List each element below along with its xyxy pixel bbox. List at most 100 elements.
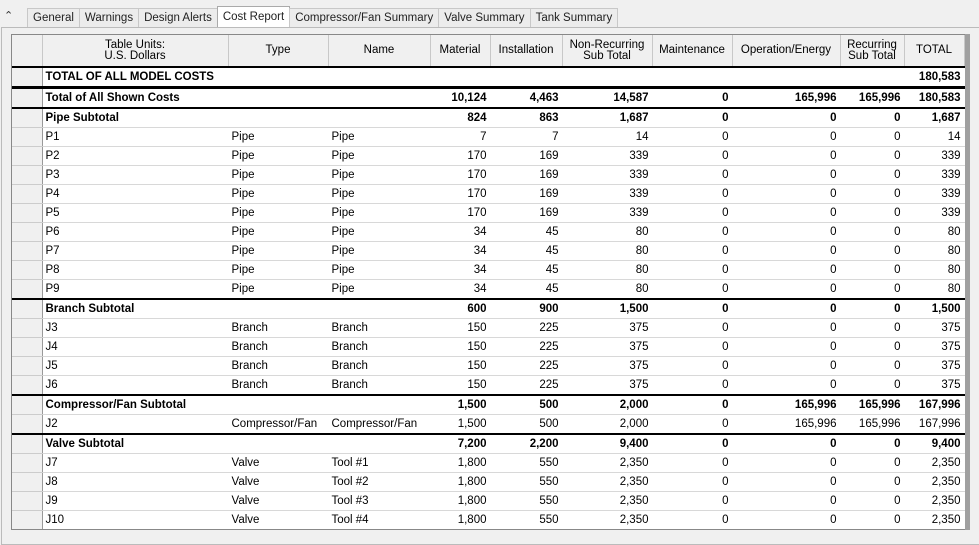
table-row[interactable]: J10 Valve Tool #4 1,800 550 2,350 0 0 0 2,350 [12, 510, 965, 529]
value-cell: 80 [904, 279, 965, 300]
row-header [12, 394, 43, 415]
type-cell [228, 67, 329, 88]
type-cell: Valve [228, 453, 329, 473]
value-cell: 150 [430, 356, 491, 376]
value-cell: 375 [562, 356, 653, 376]
row-header [12, 241, 43, 261]
value-cell: 1,500 [430, 414, 491, 435]
subtotal-row[interactable]: Pipe Subtotal 824 863 1,687 0 0 0 1,687 [12, 107, 965, 128]
tab-general[interactable]: General [27, 8, 80, 28]
value-cell: 0 [840, 472, 905, 492]
table-row[interactable]: J9 Valve Tool #3 1,800 550 2,350 0 0 0 2,350 [12, 491, 965, 511]
type-cell: Valve [228, 491, 329, 511]
table-row[interactable]: J3 Branch Branch 150 225 375 0 0 0 375 [12, 318, 965, 338]
name-cell: Pipe [328, 279, 431, 300]
value-cell: 80 [904, 241, 965, 261]
column-header[interactable]: Name [328, 35, 431, 68]
subtotal-row[interactable]: Branch Subtotal 600 900 1,500 0 0 0 1,500 [12, 298, 965, 319]
column-header[interactable]: Installation [490, 35, 563, 68]
table-row[interactable]: P4 Pipe Pipe 170 169 339 0 0 0 339 [12, 184, 965, 204]
value-cell: 2,200 [490, 433, 563, 454]
row-header [12, 433, 43, 454]
value-cell: 0 [732, 318, 841, 338]
column-header[interactable]: Table Units: U.S. Dollars [42, 35, 229, 68]
table-row[interactable]: P5 Pipe Pipe 170 169 339 0 0 0 339 [12, 203, 965, 223]
row-header [12, 260, 43, 280]
row-header [12, 298, 43, 319]
value-cell: 339 [904, 203, 965, 223]
table-row[interactable]: J4 Branch Branch 150 225 375 0 0 0 375 [12, 337, 965, 357]
name-cell [328, 107, 431, 128]
value-cell: 0 [652, 279, 733, 300]
value-cell: 0 [652, 472, 733, 492]
table-row[interactable]: P7 Pipe Pipe 34 45 80 0 0 0 80 [12, 241, 965, 261]
value-cell: 0 [840, 375, 905, 396]
type-cell: Compressor/Fan [228, 414, 329, 435]
value-cell: 550 [490, 453, 563, 473]
table-row[interactable]: P2 Pipe Pipe 170 169 339 0 0 0 339 [12, 146, 965, 166]
table-row[interactable]: P1 Pipe Pipe 7 7 14 0 0 0 14 [12, 127, 965, 147]
tab-warnings[interactable]: Warnings [78, 8, 140, 28]
value-cell: 0 [840, 127, 905, 147]
row-label: P2 [42, 146, 229, 166]
tab-design-alerts[interactable]: Design Alerts [138, 8, 218, 28]
type-cell [228, 86, 329, 109]
value-cell: 0 [652, 298, 733, 319]
row-header [12, 510, 43, 529]
column-header[interactable]: Material [430, 35, 491, 68]
value-cell: 0 [732, 146, 841, 166]
value-cell: 339 [562, 184, 653, 204]
value-cell: 225 [490, 337, 563, 357]
row-label: Compressor/Fan Subtotal [42, 394, 229, 415]
subtotal-row[interactable]: TOTAL OF ALL MODEL COSTS 180,583 [12, 67, 965, 88]
value-cell: 0 [652, 146, 733, 166]
row-header [12, 146, 43, 166]
name-cell: Branch [328, 375, 431, 396]
table-row[interactable]: P8 Pipe Pipe 34 45 80 0 0 0 80 [12, 260, 965, 280]
subtotal-row[interactable]: Valve Subtotal 7,200 2,200 9,400 0 0 0 9,400 [12, 433, 965, 454]
table-row[interactable]: P3 Pipe Pipe 170 169 339 0 0 0 339 [12, 165, 965, 185]
value-cell: 150 [430, 337, 491, 357]
value-cell: 0 [840, 260, 905, 280]
row-header [12, 184, 43, 204]
value-cell: 170 [430, 146, 491, 166]
column-header[interactable]: Non-Recurring Sub Total [562, 35, 653, 68]
row-label: P9 [42, 279, 229, 300]
type-cell: Valve [228, 510, 329, 529]
tab-cost-report[interactable]: Cost Report [216, 6, 291, 28]
table-row[interactable]: P6 Pipe Pipe 34 45 80 0 0 0 80 [12, 222, 965, 242]
value-cell: 2,350 [904, 453, 965, 473]
table-row[interactable]: J2 Compressor/Fan Compressor/Fan 1,500 500 2,… [12, 414, 965, 435]
table-row[interactable]: P9 Pipe Pipe 34 45 80 0 0 0 80 [12, 279, 965, 300]
tab-compressor-fan-summary[interactable]: Compressor/Fan Summary [289, 8, 440, 28]
value-cell: 0 [840, 433, 905, 454]
double-chevron-up-icon[interactable]: ⌃ [4, 10, 14, 22]
subtotal-row[interactable]: Total of All Shown Costs 10,124 4,463 14,58… [12, 86, 965, 109]
value-cell: 339 [562, 165, 653, 185]
column-header[interactable]: Operation/Energy [732, 35, 841, 68]
value-cell: 1,500 [562, 298, 653, 319]
value-cell: 0 [732, 375, 841, 396]
value-cell: 180,583 [904, 67, 965, 88]
value-cell: 0 [732, 279, 841, 300]
table-row[interactable]: J6 Branch Branch 150 225 375 0 0 0 375 [12, 375, 965, 396]
table-row[interactable]: J7 Valve Tool #1 1,800 550 2,350 0 0 0 2,350 [12, 453, 965, 473]
row-label: P8 [42, 260, 229, 280]
table-row[interactable]: J8 Valve Tool #2 1,800 550 2,350 0 0 0 2,350 [12, 472, 965, 492]
subtotal-row[interactable]: Compressor/Fan Subtotal 1,500 500 2,000 0 165… [12, 394, 965, 415]
value-cell: 150 [430, 375, 491, 396]
column-header[interactable]: Maintenance [652, 35, 733, 68]
column-header[interactable]: Recurring Sub Total [840, 35, 905, 68]
column-header[interactable]: TOTAL [904, 35, 965, 68]
column-header[interactable]: Type [228, 35, 329, 68]
tab-tank-summary[interactable]: Tank Summary [529, 8, 619, 28]
value-cell: 1,800 [430, 453, 491, 473]
table-row[interactable]: J5 Branch Branch 150 225 375 0 0 0 375 [12, 356, 965, 376]
name-cell: Pipe [328, 146, 431, 166]
tab-valve-summary[interactable]: Valve Summary [438, 8, 531, 28]
name-cell: Pipe [328, 165, 431, 185]
value-cell: 1,687 [904, 107, 965, 128]
type-cell: Branch [228, 356, 329, 376]
value-cell: 0 [732, 472, 841, 492]
vertical-scrollbar[interactable] [965, 34, 970, 530]
